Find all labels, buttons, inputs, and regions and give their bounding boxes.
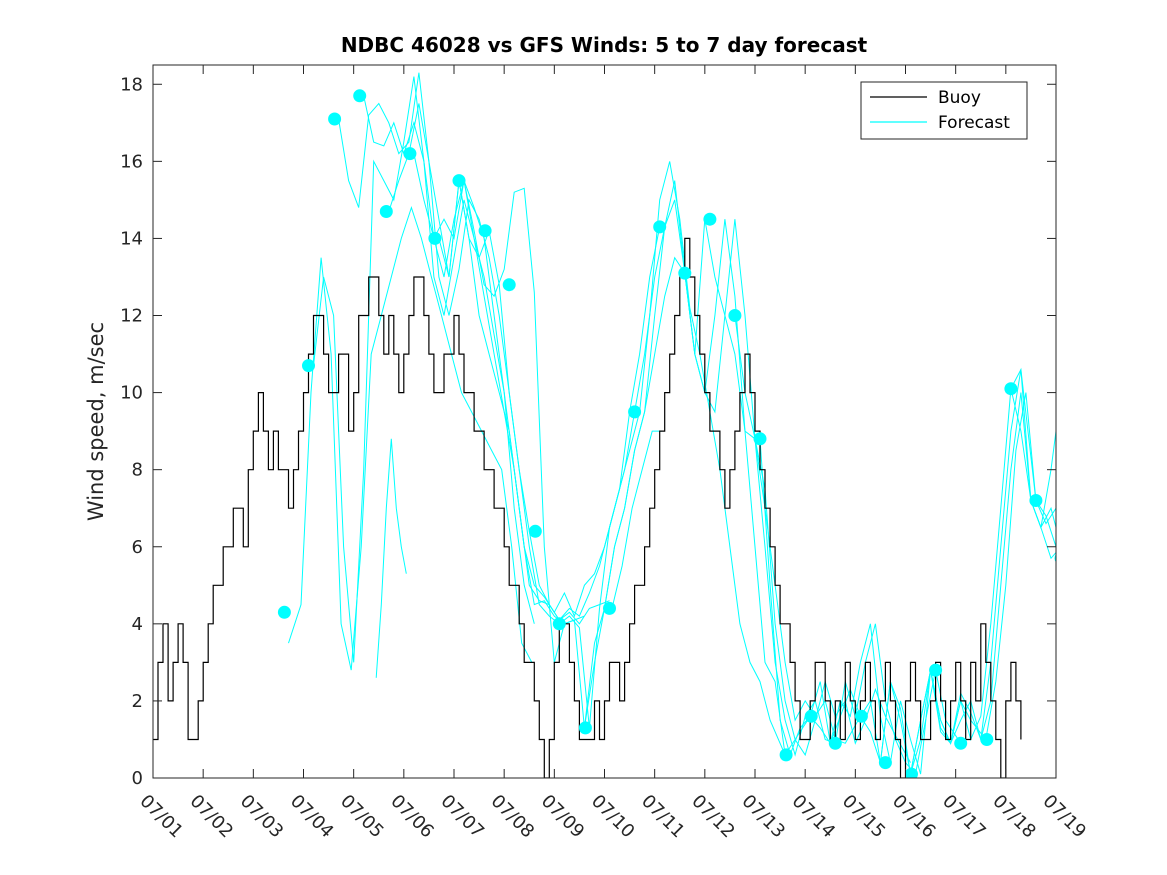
forecast-marker — [502, 278, 516, 292]
forecast-marker — [804, 709, 818, 723]
y-tick-label: 2 — [132, 691, 143, 712]
legend-forecast-label: Forecast — [938, 113, 1010, 133]
forecast-marker — [379, 205, 393, 218]
forecast-marker — [403, 147, 417, 161]
forecast-marker — [552, 617, 566, 631]
forecast-marker — [779, 748, 793, 762]
forecast-marker — [452, 174, 466, 188]
forecast-lines — [288, 72, 1056, 776]
forecast-line-12 — [684, 219, 911, 763]
legend-box — [860, 81, 1028, 140]
plot-clip — [153, 72, 1056, 778]
forecast-line-11 — [634, 199, 861, 744]
forecast-marker — [1029, 494, 1043, 507]
forecast-line-19 — [1010, 388, 1056, 530]
chart-title: NDBC 46028 vs GFS Winds: 5 to 7 day fore… — [341, 33, 868, 57]
forecast-line-3 — [338, 72, 560, 625]
forecast-marker — [428, 231, 442, 245]
y-tick-label: 14 — [120, 228, 143, 249]
forecast-marker — [578, 721, 592, 735]
forecast-marker — [678, 266, 692, 280]
forecast-line-8 — [463, 180, 686, 728]
forecast-marker — [478, 224, 492, 238]
y-tick-label: 8 — [132, 460, 143, 481]
forecast-marker — [603, 601, 616, 615]
y-axis-label: Wind speed, m/sec — [84, 322, 108, 521]
forecast-markers — [277, 89, 1056, 778]
legend: Buoy Forecast — [860, 81, 1028, 140]
forecast-marker — [828, 736, 842, 750]
forecast-marker — [753, 432, 767, 446]
forecast-marker — [277, 605, 291, 619]
legend-buoy-label: Buoy — [938, 88, 981, 108]
forecast-line-24 — [611, 430, 663, 609]
forecast-marker — [954, 736, 968, 750]
forecast-marker — [854, 709, 868, 723]
forecast-line-4 — [363, 95, 585, 625]
y-tick-label: 16 — [120, 151, 143, 172]
forecast-line-23 — [375, 438, 407, 678]
forecast-marker — [528, 524, 542, 538]
forecast-marker — [628, 405, 642, 419]
forecast-marker — [929, 663, 943, 677]
forecast-line-18 — [985, 392, 1056, 740]
forecast-marker — [353, 89, 367, 103]
forecast-marker — [905, 767, 918, 778]
y-tick-label: 10 — [120, 383, 143, 404]
y-tick-label: 0 — [132, 768, 143, 789]
forecast-marker — [703, 212, 717, 226]
y-axis: 0 2 4 6 8 10 12 14 16 18 — [120, 74, 1056, 789]
forecast-marker — [980, 733, 994, 746]
forecast-line-5 — [388, 103, 610, 625]
forecast-marker — [328, 112, 342, 126]
y-tick-label: 12 — [120, 306, 143, 327]
forecast-line-9 — [558, 161, 786, 756]
forecast-marker — [728, 309, 742, 322]
forecast-line-20 — [1035, 500, 1056, 547]
forecast-line-1 — [288, 205, 533, 671]
forecast-line-6 — [413, 153, 636, 618]
buoy-series-line — [153, 237, 1022, 778]
forecast-line-15 — [809, 369, 1037, 775]
y-tick-label: 4 — [132, 614, 143, 635]
forecast-marker — [653, 220, 667, 234]
forecast-marker — [302, 359, 315, 373]
forecast-marker — [878, 756, 892, 770]
forecast-marker — [1004, 382, 1018, 396]
plot-background — [153, 65, 1056, 778]
y-tick-label: 18 — [120, 74, 143, 95]
y-tick-label: 6 — [132, 537, 143, 558]
forecast-line-14 — [759, 438, 987, 775]
